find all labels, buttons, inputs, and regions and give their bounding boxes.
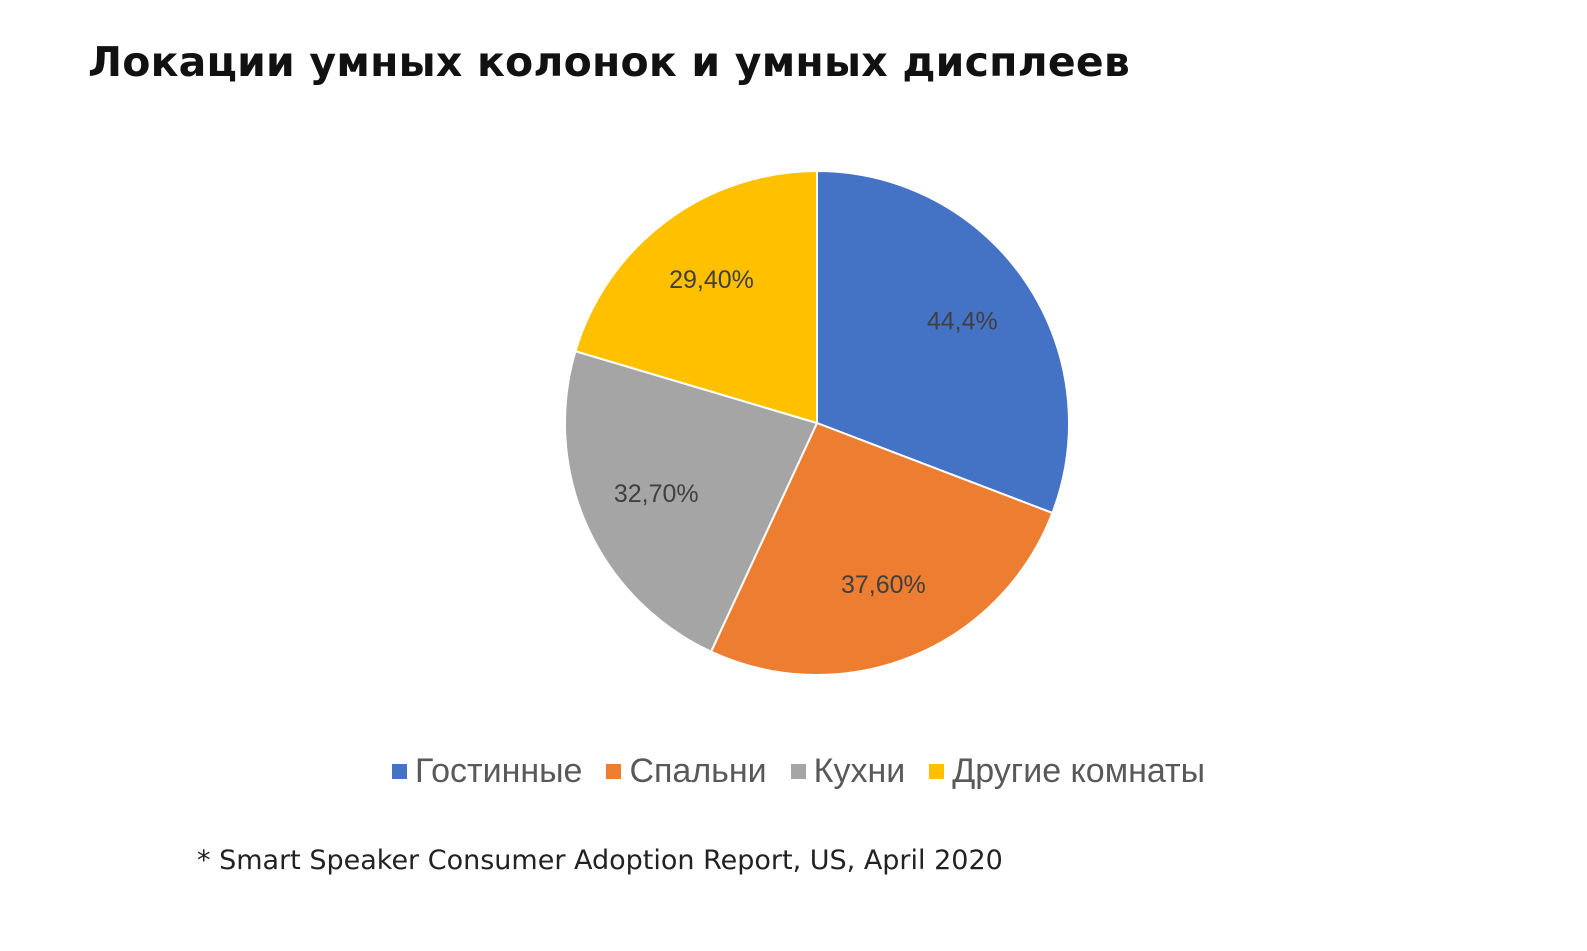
legend-swatch-2 <box>606 764 622 779</box>
data-label-3: 32,70% <box>614 480 699 508</box>
pie-slices <box>564 169 1070 676</box>
pie-slice-2 <box>709 421 1054 676</box>
legend-swatch-4 <box>929 764 945 779</box>
legend-item-1: Гостинные <box>391 752 583 791</box>
pie-slice-4 <box>574 169 818 425</box>
data-label-4: 29,40% <box>669 266 754 294</box>
legend-item-4: Другие комнаты <box>929 752 1205 791</box>
legend-label-3: Кухни <box>813 752 906 790</box>
chart-title: Локации умных колонок и умных дисплеев <box>88 38 1131 86</box>
data-label-2: 37,60% <box>841 571 926 599</box>
chart-legend: Гостинные Спальни Кухни Другие комнаты <box>0 752 1587 791</box>
pie-slice-3 <box>564 349 819 653</box>
pie-slice-1 <box>816 169 1070 515</box>
source-footnote: * Smart Speaker Consumer Adoption Report… <box>197 845 1003 876</box>
legend-item-2: Спальни <box>606 752 767 791</box>
legend-label-2: Спальни <box>629 752 767 790</box>
data-label-1: 44,4% <box>927 308 998 336</box>
legend-swatch-1 <box>391 764 407 779</box>
legend-swatch-3 <box>790 764 806 779</box>
pie-data-labels: 44,4% 37,60% 32,70% 29,40% <box>614 266 998 599</box>
legend-label-4: Другие комнаты <box>952 752 1206 790</box>
legend-item-3: Кухни <box>790 752 906 791</box>
legend-label-1: Гостинные <box>414 752 583 790</box>
